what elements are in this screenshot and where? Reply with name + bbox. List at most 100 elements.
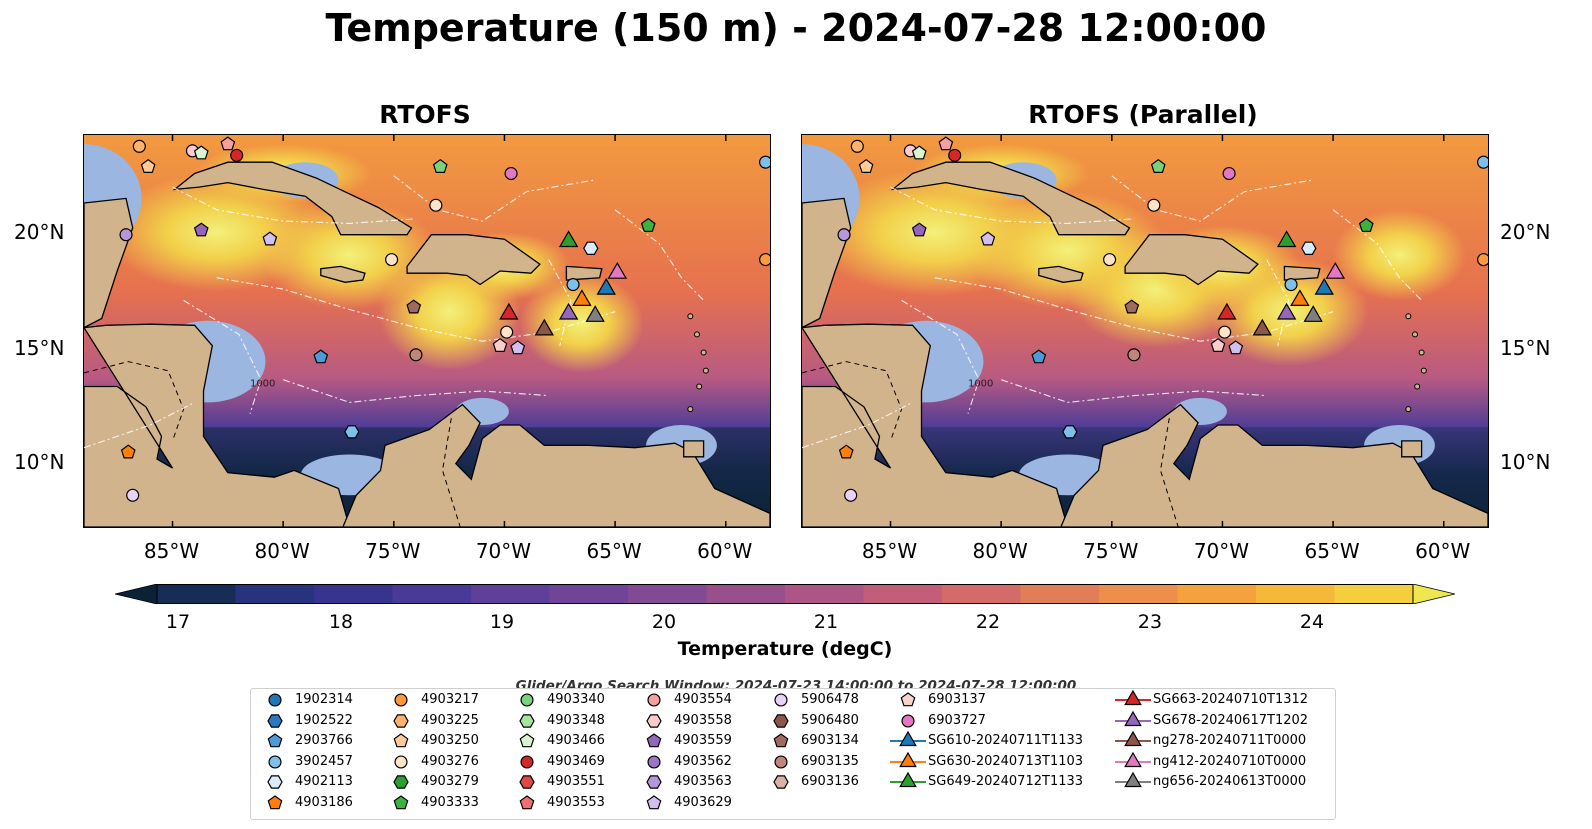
legend-circle-marker bbox=[394, 755, 408, 769]
legend-circle-marker bbox=[647, 693, 661, 707]
colorbar-segment bbox=[1334, 584, 1414, 604]
lon-tick-label: 80°W bbox=[254, 539, 310, 563]
lon-tick-label: 75°W bbox=[1083, 539, 1139, 563]
island-land bbox=[1418, 349, 1425, 356]
lon-tick-label: 85°W bbox=[143, 539, 200, 563]
circle-marker bbox=[1218, 325, 1232, 339]
legend-hexagon-marker bbox=[646, 775, 662, 790]
legend-label: 4903250 bbox=[421, 733, 479, 749]
eez-boundary bbox=[84, 401, 195, 449]
legend-label: 6903137 bbox=[928, 692, 986, 707]
lon-tick-label: 65°W bbox=[1304, 539, 1360, 563]
legend-label: 1902522 bbox=[295, 712, 353, 728]
pentagon-marker bbox=[1124, 299, 1140, 314]
pentagon-marker bbox=[1358, 217, 1374, 232]
colorbar-segment bbox=[1177, 584, 1257, 604]
colorbar bbox=[114, 583, 1456, 605]
legend-hexagon-marker bbox=[519, 775, 535, 790]
legend-item: 4903217 bbox=[381, 689, 479, 710]
legend-item: 4903250 bbox=[381, 730, 479, 751]
circle-marker bbox=[948, 148, 962, 162]
legend-circle-marker bbox=[647, 755, 661, 769]
pentagon-marker bbox=[1210, 337, 1226, 352]
colorbar-tick-label: 18 bbox=[328, 611, 354, 633]
eez-boundary bbox=[802, 401, 913, 449]
legend-hexagon-marker bbox=[773, 775, 789, 790]
legend-hexagon-marker bbox=[519, 713, 535, 728]
island-land bbox=[687, 313, 694, 320]
triangle-marker bbox=[1252, 318, 1272, 336]
circle-marker bbox=[385, 253, 399, 267]
legend-item: 4903333 bbox=[381, 792, 479, 813]
legend-circle-marker bbox=[520, 755, 534, 769]
eez-boundary bbox=[1111, 175, 1312, 222]
legend-item: 4903629 bbox=[634, 792, 732, 813]
pentagon-marker bbox=[911, 222, 927, 237]
puerto-rico-land bbox=[1283, 265, 1321, 281]
colorbar-segment bbox=[1256, 584, 1335, 604]
legend-triangle-marker bbox=[1124, 689, 1142, 706]
pentagon-marker bbox=[1228, 340, 1244, 355]
legend-label: SG663-20240710T1312 bbox=[1153, 692, 1309, 707]
legend-item: SG610-20240711T1133 bbox=[888, 730, 1083, 751]
legend-label: 4903629 bbox=[674, 795, 732, 810]
triangle-marker bbox=[596, 277, 616, 295]
triangle-marker bbox=[534, 318, 554, 336]
lat-tick-right-10n: 10°N bbox=[1500, 450, 1551, 474]
legend-label: ng412-20240710T0000 bbox=[1153, 753, 1307, 769]
legend-label: 3902457 bbox=[295, 753, 353, 769]
legend-item: ng412-20240710T0000 bbox=[1113, 751, 1306, 772]
legend-item: 6903137 bbox=[888, 689, 986, 710]
lat-tick-left-20n: 20°N bbox=[14, 220, 65, 244]
legend-circle-marker bbox=[268, 755, 282, 769]
legend-label: 4903225 bbox=[421, 712, 479, 728]
legend-item: 4903348 bbox=[507, 710, 605, 731]
legend-label: 6903134 bbox=[801, 733, 859, 749]
pentagon-marker bbox=[492, 337, 508, 352]
legend-item: ng278-20240711T0000 bbox=[1113, 730, 1306, 751]
eez-boundary bbox=[548, 259, 572, 346]
legend-pentagon-marker bbox=[393, 733, 409, 748]
legend-label: 4903563 bbox=[674, 774, 732, 790]
legend-circle-marker bbox=[901, 714, 915, 728]
legend-circle-marker bbox=[268, 693, 282, 707]
circle-marker bbox=[759, 253, 770, 267]
legend-item: SG663-20240710T1312 bbox=[1113, 689, 1308, 710]
pentagon-marker bbox=[193, 145, 209, 160]
lat-tick-left-10n: 10°N bbox=[14, 450, 65, 474]
yucatan-land bbox=[802, 197, 852, 329]
panel-title-rtofs-parallel: RTOFS (Parallel) bbox=[1028, 100, 1258, 129]
legend-item: 4903563 bbox=[634, 771, 732, 792]
pentagon-marker bbox=[858, 158, 874, 174]
triangle-marker bbox=[1303, 305, 1323, 322]
legend-item: 4903340 bbox=[507, 689, 605, 710]
legend-pentagon-marker bbox=[267, 733, 283, 748]
legend-pentagon-marker bbox=[267, 795, 283, 810]
lat-tick-left-15n: 15°N bbox=[14, 336, 65, 360]
legend-hexagon-marker bbox=[646, 713, 662, 728]
circle-marker bbox=[429, 198, 443, 212]
colorbar-segment bbox=[863, 584, 943, 604]
trinidad-land bbox=[683, 440, 705, 458]
eez-boundary bbox=[283, 379, 549, 403]
legend-item: 6903727 bbox=[888, 710, 986, 731]
puerto-rico-land bbox=[565, 265, 603, 281]
circle-marker bbox=[500, 325, 514, 339]
eez-boundary bbox=[1332, 209, 1422, 301]
colorbar-segment bbox=[785, 584, 864, 604]
panel-title-rtofs: RTOFS bbox=[379, 100, 471, 129]
figure-title: Temperature (150 m) - 2024-07-28 12:00:0… bbox=[325, 6, 1267, 50]
legend-label: SG649-20240712T1133 bbox=[928, 774, 1084, 790]
legend-item: 4903558 bbox=[634, 710, 732, 731]
legend-pentagon-marker bbox=[900, 692, 916, 707]
eez-boundary bbox=[172, 186, 416, 224]
legend-triangle-marker bbox=[899, 772, 917, 788]
legend-hexagon-marker bbox=[267, 775, 283, 790]
legend-item: 4902113 bbox=[255, 771, 353, 792]
hexagon-marker bbox=[1062, 425, 1078, 439]
cuba-land bbox=[172, 161, 413, 236]
legend-item: 1902314 bbox=[255, 689, 353, 710]
triangle-marker bbox=[1276, 230, 1297, 248]
legend-circle-marker bbox=[774, 693, 788, 707]
legend-label: 5906480 bbox=[801, 712, 859, 728]
